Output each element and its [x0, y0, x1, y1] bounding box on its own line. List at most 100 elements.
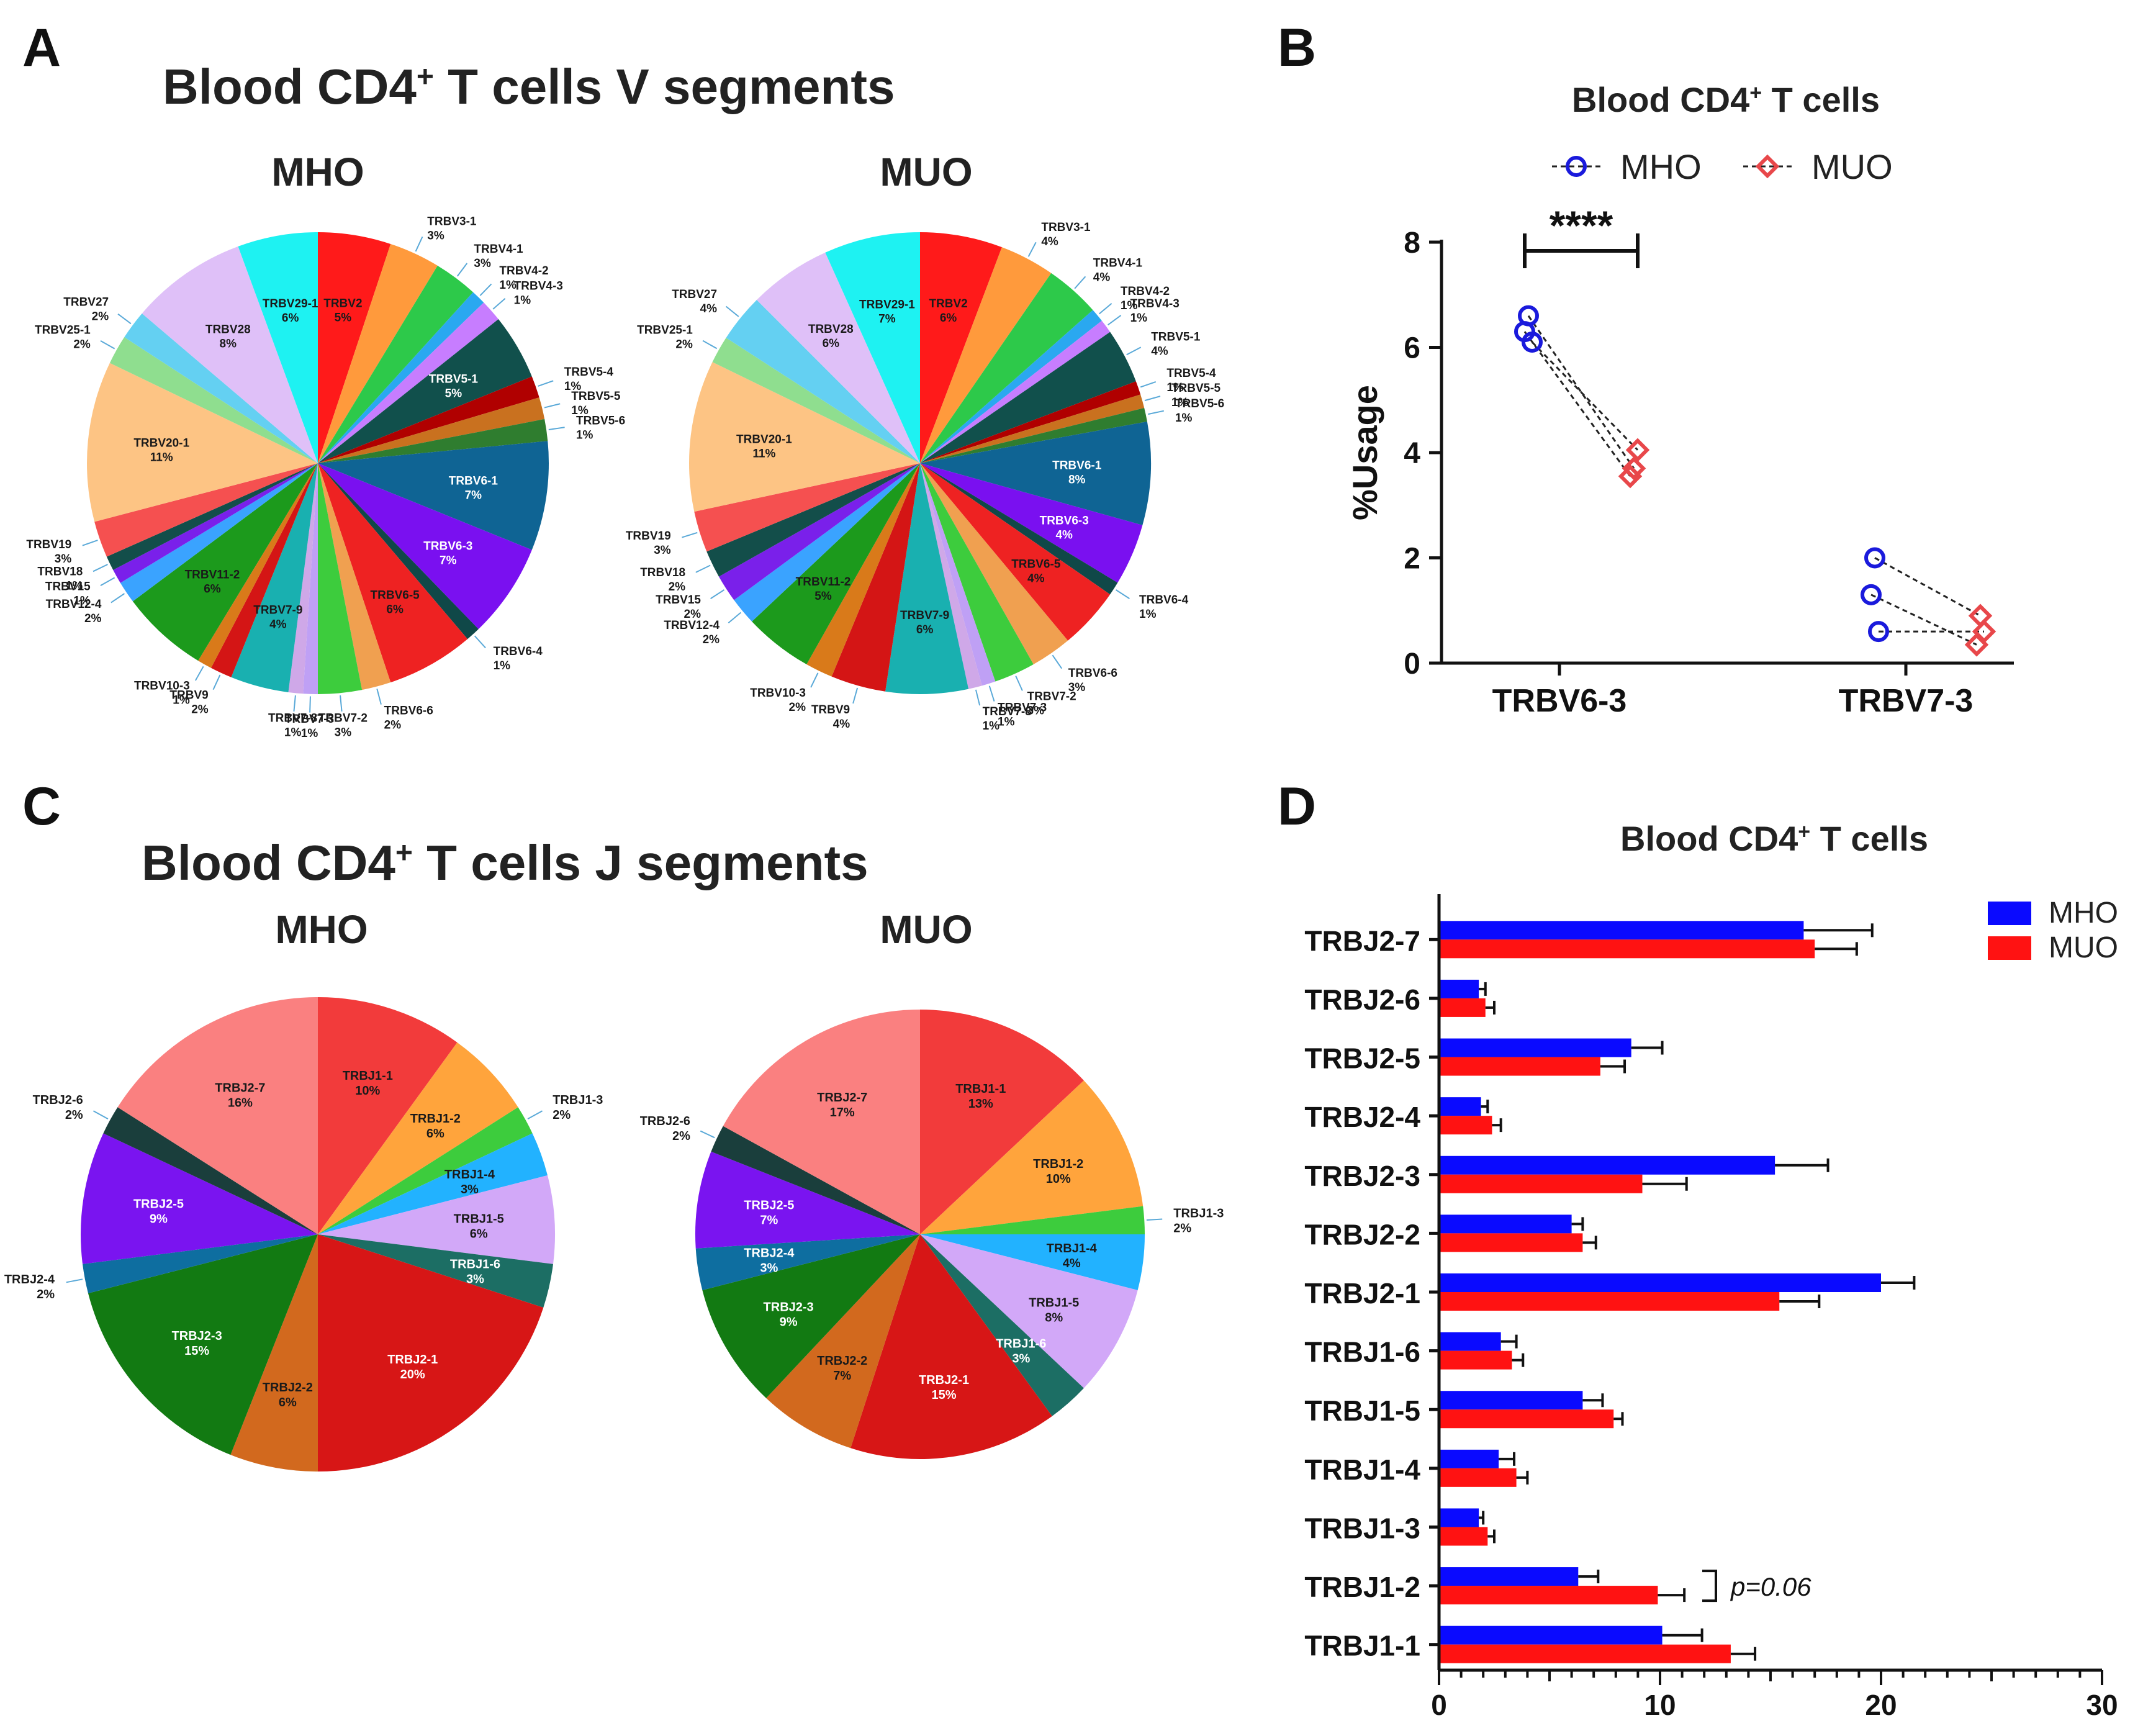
pie-a-muo-slice-trbv25-1	[712, 338, 920, 463]
pie-a-mho-percent-trbv3-1: 3%	[427, 229, 444, 242]
d-x-tick-label: 20	[1865, 1689, 1897, 1721]
b-muo-point	[1625, 438, 1650, 463]
pie-a-muo-slice-trbv19	[694, 463, 920, 552]
pie-c-mho-label-trbj2-7: TRBJ2-7	[215, 1081, 265, 1095]
pie-a-mho-percent-trbv6-4: 1%	[494, 659, 511, 672]
pie-c-mho-slice-trbj2-4	[83, 1234, 318, 1293]
pie-a-mho-label-trbv29-1: TRBV29-1	[263, 297, 318, 310]
d-bar-muo	[1439, 998, 1486, 1017]
pie-a-muo-label-trbv5-1: TRBV5-1	[1151, 331, 1201, 344]
panel-b-title-sup: +	[1749, 81, 1762, 105]
pie-a-mho-percent-trbv2: 5%	[335, 311, 352, 324]
pie-c-muo-slice-trbj2-6	[711, 1126, 920, 1234]
pie-c-mho-label-trbj2-1: TRBJ2-1	[387, 1353, 438, 1367]
pie-a-mho-slice-trbv25-1	[109, 337, 318, 463]
pie-a-muo-slice-trbv6-5	[920, 463, 1111, 641]
pie-a-mho-label-trbv4-1: TRBV4-1	[474, 243, 523, 256]
panel-c-title-sup: +	[395, 836, 413, 870]
pie-c-muo-percent-trbj1-3: 2%	[1173, 1221, 1191, 1235]
pie-a-muo-label-trbv15: TRBV15	[656, 594, 701, 607]
d-bar-muo	[1439, 1350, 1512, 1370]
pie-a-muo-leader-line	[988, 685, 995, 702]
pie-a-muo-leader-line	[1115, 589, 1130, 599]
pie-c-mho-leader-line	[66, 1278, 83, 1283]
pie-c-muo-label-trbj1-1: TRBJ1-1	[955, 1082, 1006, 1096]
pie-a-mho-percent-trbv5-6: 1%	[576, 429, 593, 442]
pie-a-mho-percent-trbv11-2: 6%	[204, 582, 221, 595]
pie-a-mho-label-trbv11-2: TRBV11-2	[185, 568, 240, 581]
pie-a-mho-label-trbv6-4: TRBV6-4	[494, 645, 543, 658]
d-legend-swatch-mho	[1988, 902, 2031, 925]
d-bar-muo	[1439, 1409, 1614, 1429]
pie-c-muo-percent-trbj2-6: 2%	[672, 1129, 690, 1143]
d-significance-label: p=0.06	[1730, 1572, 1811, 1601]
pie-a-muo-percent-trbv28: 6%	[823, 337, 840, 350]
pie-a-muo-leader-line	[1027, 242, 1037, 257]
pie-a-muo-leader-line	[1148, 410, 1165, 415]
pie-c-muo-percent-trbj2-5: 7%	[760, 1213, 778, 1227]
pie-c-muo-percent-trbj1-5: 8%	[1045, 1311, 1063, 1325]
pie-c-muo-percent-trbj2-7: 17%	[830, 1106, 855, 1119]
pie-a-muo-leader-line	[728, 612, 742, 623]
pie-a-mho-label-trbv5-6: TRBV5-6	[576, 415, 625, 428]
pie-a-mho-slice-trbv29-1	[238, 232, 318, 463]
bar-chart-d: TRBJ2-7 TRBJ2-6 TRBJ2-5 TRBJ2-4 TRBJ2-3 TRBJ2…	[1304, 894, 2118, 1721]
pie-a-muo-leader-line	[852, 687, 859, 704]
d-bar-mho	[1439, 1155, 1775, 1175]
pie-c-mho-slice-trbj2-7	[117, 997, 318, 1234]
pie-a-mho-label-trbv3-1: TRBV3-1	[427, 215, 477, 228]
pie-a-mho-slice-trbv6-4	[318, 463, 479, 640]
pie-a-muo-label-trbv11-2: TRBV11-2	[796, 576, 851, 589]
pie-a-mho-slice-trbv19	[94, 463, 318, 557]
d-bar-muo	[1439, 1057, 1600, 1076]
pie-a-mho-percent-trbv25-1: 2%	[73, 338, 91, 351]
pie-a-muo-percent-trbv7-9: 6%	[916, 623, 934, 636]
pie-a-mho-label-trbv10-3: TRBV10-3	[134, 679, 190, 692]
pie-a-mho-percent-trbv4-1: 3%	[474, 257, 491, 270]
pie-chart-a-muo: TRBV26%TRBV3-14%TRBV4-14%TRBV4-21%TRBV4-…	[626, 221, 1224, 733]
pie-a-mho-label-trbv4-2: TRBV4-2	[499, 264, 548, 278]
pie-a-muo-percent-trbv4-1: 4%	[1093, 271, 1111, 284]
pie-a-muo-leader-line	[975, 689, 981, 706]
pie-a-mho-label-trbv7-2: TRBV7-2	[318, 712, 368, 725]
b-significance-label: ****	[1550, 202, 1613, 248]
pie-a-muo-label-trbv27: TRBV27	[672, 288, 717, 301]
pie-a-muo-label-trbv29-1: TRBV29-1	[859, 299, 915, 312]
pie-a-muo-percent-trbv7-8: 1%	[983, 720, 1000, 733]
panel-c-title-text: Blood CD4	[142, 835, 395, 890]
pie-a-muo-slice-trbv7-8	[920, 463, 982, 689]
pie-a-mho-percent-trbv6-5: 6%	[386, 603, 404, 616]
pie-a-muo-label-trbv6-1: TRBV6-1	[1052, 459, 1102, 472]
pie-a-mho-label-trbv25-1: TRBV25-1	[35, 324, 91, 337]
pie-c-muo-percent-trbj2-1: 15%	[931, 1388, 956, 1402]
pie-a-mho-slice-trbv7-9	[231, 463, 318, 692]
pie-a-muo-percent-trbv27: 4%	[700, 302, 718, 315]
b-mho-point	[1868, 621, 1889, 643]
pie-a-muo-percent-trbv15: 2%	[684, 608, 702, 621]
pie-a-mho-percent-trbv19: 3%	[55, 553, 72, 566]
pie-a-mho-leader-line	[117, 313, 132, 325]
pie-a-muo-percent-trbv12-4: 2%	[703, 633, 720, 646]
pie-a-muo-slice-trbv5-5	[920, 394, 1145, 463]
pie-a-muo-slice-trbv5-4	[920, 381, 1141, 463]
pie-a-muo-percent-trbv11-2: 5%	[814, 590, 832, 603]
pie-a-mho-leader-line	[376, 689, 382, 705]
b-muo-point	[1972, 619, 1996, 644]
pie-a-mho-slice-trbv10-3	[198, 463, 318, 668]
pie-c-mho-leader-line	[527, 1110, 543, 1120]
d-bar-muo	[1439, 1174, 1643, 1193]
d-bar-muo	[1439, 1233, 1583, 1252]
pie-c-muo-slice-trbj2-7	[723, 1010, 920, 1234]
pie-c-mho-percent-trbj1-1: 10%	[355, 1084, 380, 1098]
pie-c-mho-label-trbj2-2: TRBJ2-2	[263, 1381, 313, 1395]
b-pair-line	[1870, 594, 1977, 646]
panel-d-title-rest: T cells	[1810, 819, 1928, 858]
d-category-label: TRBJ2-5	[1304, 1042, 1420, 1075]
pie-a-muo-percent-trbv7-2: 3%	[1027, 704, 1045, 717]
b-significance-bracket	[1523, 233, 1640, 268]
pie-a-mho-slice-trbv4-2	[318, 292, 484, 463]
pie-a-mho-percent-trbv6-3: 7%	[440, 554, 457, 567]
pie-a-mho-slice-trbv6-6	[318, 463, 391, 690]
pie-a-muo-label-trbv25-1: TRBV25-1	[637, 323, 693, 337]
